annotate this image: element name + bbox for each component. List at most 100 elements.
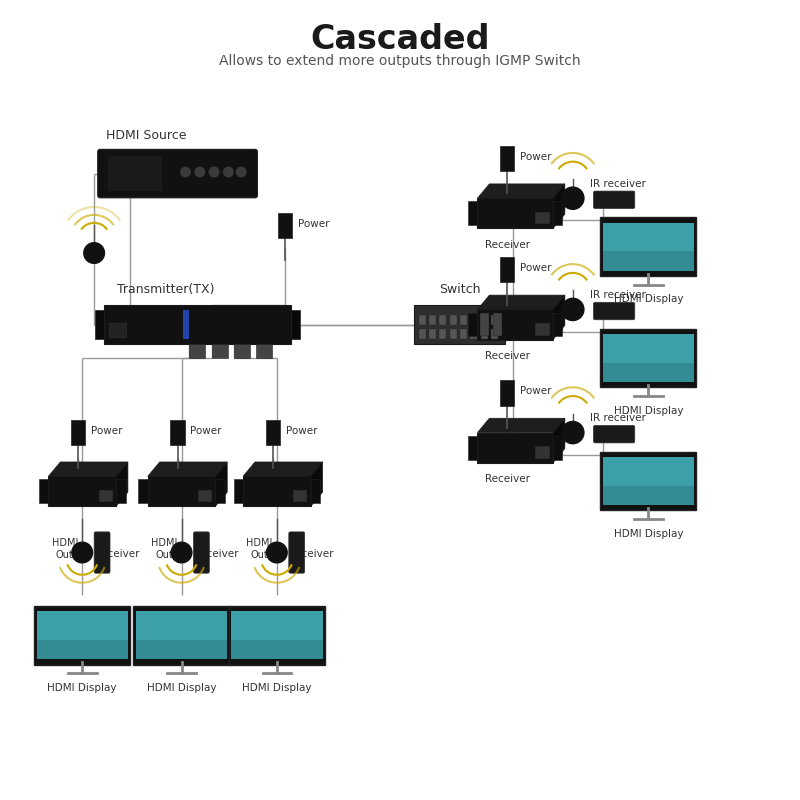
Polygon shape <box>553 184 565 229</box>
Text: IR
receiver: IR receiver <box>196 538 238 559</box>
FancyBboxPatch shape <box>170 420 185 446</box>
FancyBboxPatch shape <box>243 476 310 506</box>
FancyBboxPatch shape <box>470 315 478 325</box>
Text: IR
receiver: IR receiver <box>97 538 139 559</box>
FancyBboxPatch shape <box>553 436 562 459</box>
Text: Power: Power <box>91 426 122 436</box>
FancyBboxPatch shape <box>468 313 478 337</box>
Text: HDMI Source: HDMI Source <box>106 130 186 142</box>
FancyBboxPatch shape <box>198 490 212 502</box>
FancyBboxPatch shape <box>98 490 113 502</box>
Circle shape <box>236 167 246 177</box>
Text: HDMI Display: HDMI Display <box>614 406 683 415</box>
Circle shape <box>181 167 190 177</box>
Polygon shape <box>116 462 128 506</box>
Text: HDMI Display: HDMI Display <box>242 683 312 693</box>
FancyBboxPatch shape <box>183 310 190 339</box>
Text: IR receiver: IR receiver <box>590 179 646 189</box>
Text: HDMI
Out: HDMI Out <box>151 538 178 560</box>
Text: IR
receiver: IR receiver <box>291 538 334 559</box>
FancyBboxPatch shape <box>600 329 696 387</box>
FancyBboxPatch shape <box>289 532 305 573</box>
Text: HDMI
Out: HDMI Out <box>51 538 78 560</box>
FancyBboxPatch shape <box>468 202 478 226</box>
FancyBboxPatch shape <box>37 611 128 659</box>
FancyBboxPatch shape <box>460 315 467 325</box>
Circle shape <box>266 542 287 563</box>
FancyBboxPatch shape <box>108 156 162 191</box>
FancyBboxPatch shape <box>535 323 550 336</box>
FancyBboxPatch shape <box>602 223 694 270</box>
FancyBboxPatch shape <box>470 330 478 339</box>
Polygon shape <box>215 462 227 506</box>
FancyBboxPatch shape <box>450 315 457 325</box>
FancyBboxPatch shape <box>500 257 514 282</box>
FancyBboxPatch shape <box>450 330 457 339</box>
FancyBboxPatch shape <box>602 457 694 505</box>
FancyBboxPatch shape <box>109 323 126 338</box>
Polygon shape <box>553 295 565 340</box>
FancyBboxPatch shape <box>602 486 694 505</box>
Circle shape <box>224 167 233 177</box>
FancyBboxPatch shape <box>602 251 694 270</box>
FancyBboxPatch shape <box>310 479 320 503</box>
Circle shape <box>562 187 584 210</box>
FancyBboxPatch shape <box>535 212 550 225</box>
Text: Receiver: Receiver <box>485 239 530 250</box>
Text: Power: Power <box>520 386 551 396</box>
Polygon shape <box>478 418 565 433</box>
FancyBboxPatch shape <box>231 640 322 659</box>
FancyBboxPatch shape <box>478 310 553 340</box>
FancyBboxPatch shape <box>34 606 130 665</box>
FancyBboxPatch shape <box>290 310 300 339</box>
FancyBboxPatch shape <box>134 606 230 665</box>
FancyBboxPatch shape <box>37 640 128 659</box>
FancyBboxPatch shape <box>429 315 436 325</box>
Text: Receiver: Receiver <box>485 474 530 484</box>
FancyBboxPatch shape <box>94 532 110 573</box>
FancyBboxPatch shape <box>194 532 210 573</box>
FancyBboxPatch shape <box>98 150 258 198</box>
FancyBboxPatch shape <box>493 314 502 336</box>
FancyBboxPatch shape <box>594 302 634 320</box>
FancyBboxPatch shape <box>535 446 550 458</box>
Text: IR receiver: IR receiver <box>590 414 646 423</box>
Circle shape <box>195 167 205 177</box>
FancyBboxPatch shape <box>229 606 325 665</box>
FancyBboxPatch shape <box>500 146 514 171</box>
FancyBboxPatch shape <box>418 330 426 339</box>
Circle shape <box>562 422 584 444</box>
Text: Power: Power <box>298 218 329 229</box>
FancyBboxPatch shape <box>190 343 206 358</box>
Circle shape <box>84 242 105 263</box>
FancyBboxPatch shape <box>491 315 498 325</box>
FancyBboxPatch shape <box>104 306 290 343</box>
FancyBboxPatch shape <box>418 315 426 325</box>
Text: HDMI Display: HDMI Display <box>146 683 216 693</box>
Polygon shape <box>478 184 565 198</box>
FancyBboxPatch shape <box>136 640 227 659</box>
Text: Power: Power <box>190 426 222 436</box>
FancyBboxPatch shape <box>234 343 250 358</box>
FancyBboxPatch shape <box>215 479 225 503</box>
Polygon shape <box>478 295 565 310</box>
FancyBboxPatch shape <box>460 330 467 339</box>
FancyBboxPatch shape <box>138 479 148 503</box>
Text: Receiver: Receiver <box>485 350 530 361</box>
Text: IR receiver: IR receiver <box>590 290 646 300</box>
FancyBboxPatch shape <box>481 330 488 339</box>
Text: Transmitter(TX): Transmitter(TX) <box>117 283 214 296</box>
FancyBboxPatch shape <box>266 420 280 446</box>
FancyBboxPatch shape <box>414 306 506 343</box>
FancyBboxPatch shape <box>439 315 446 325</box>
FancyBboxPatch shape <box>94 310 104 339</box>
Text: HDMI
Out: HDMI Out <box>246 538 273 560</box>
FancyBboxPatch shape <box>136 611 227 659</box>
Polygon shape <box>310 462 322 506</box>
Text: Power: Power <box>520 263 551 273</box>
Text: HDMI Display: HDMI Display <box>47 683 117 693</box>
Text: HDMI Display: HDMI Display <box>614 529 683 538</box>
FancyBboxPatch shape <box>478 198 553 229</box>
FancyBboxPatch shape <box>553 202 562 226</box>
Circle shape <box>171 542 192 563</box>
